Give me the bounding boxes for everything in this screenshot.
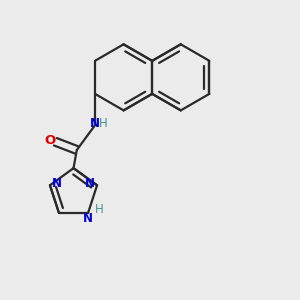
Text: N: N: [52, 178, 62, 190]
Text: N: N: [83, 212, 93, 225]
Text: N: N: [85, 178, 95, 190]
Text: O: O: [44, 134, 56, 147]
Text: N: N: [90, 117, 100, 130]
Text: H: H: [98, 117, 107, 130]
Text: H: H: [95, 203, 104, 216]
